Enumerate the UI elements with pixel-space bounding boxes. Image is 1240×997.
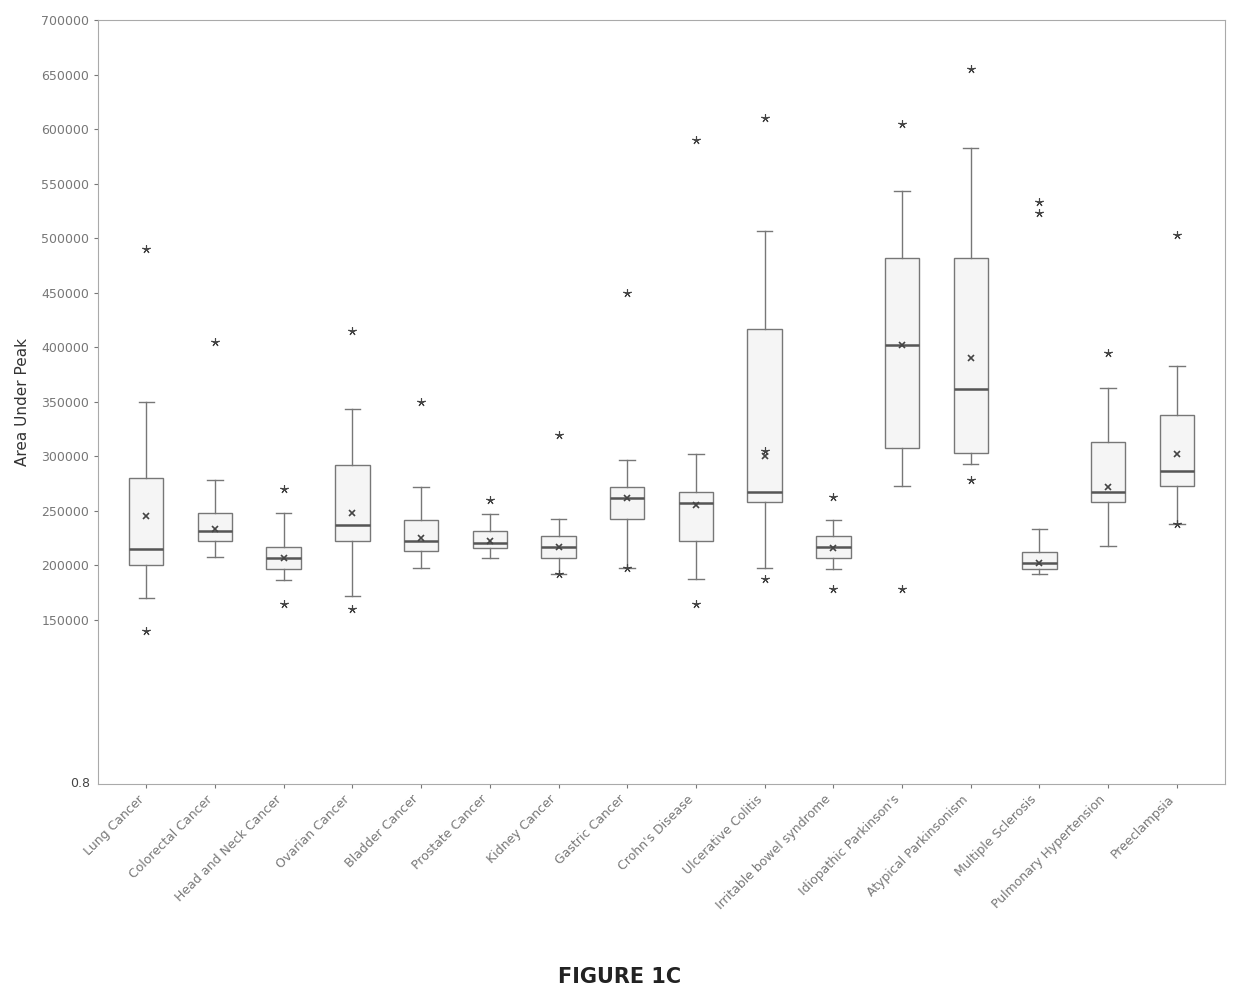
Bar — [197, 513, 232, 541]
Bar — [1022, 552, 1056, 568]
Bar — [748, 329, 781, 502]
Bar — [885, 258, 919, 448]
Bar — [954, 258, 988, 453]
Bar — [335, 466, 370, 541]
Text: FIGURE 1C: FIGURE 1C — [558, 967, 682, 987]
Bar — [542, 536, 575, 558]
Bar — [472, 530, 507, 548]
Bar — [1091, 443, 1126, 502]
Bar — [267, 547, 301, 568]
Bar — [610, 487, 645, 518]
Bar — [404, 519, 438, 551]
Bar — [129, 479, 164, 565]
Bar — [1159, 415, 1194, 486]
Y-axis label: Area Under Peak: Area Under Peak — [15, 338, 30, 466]
Bar — [816, 536, 851, 558]
Text: 0.8: 0.8 — [69, 778, 89, 791]
Bar — [678, 493, 713, 541]
